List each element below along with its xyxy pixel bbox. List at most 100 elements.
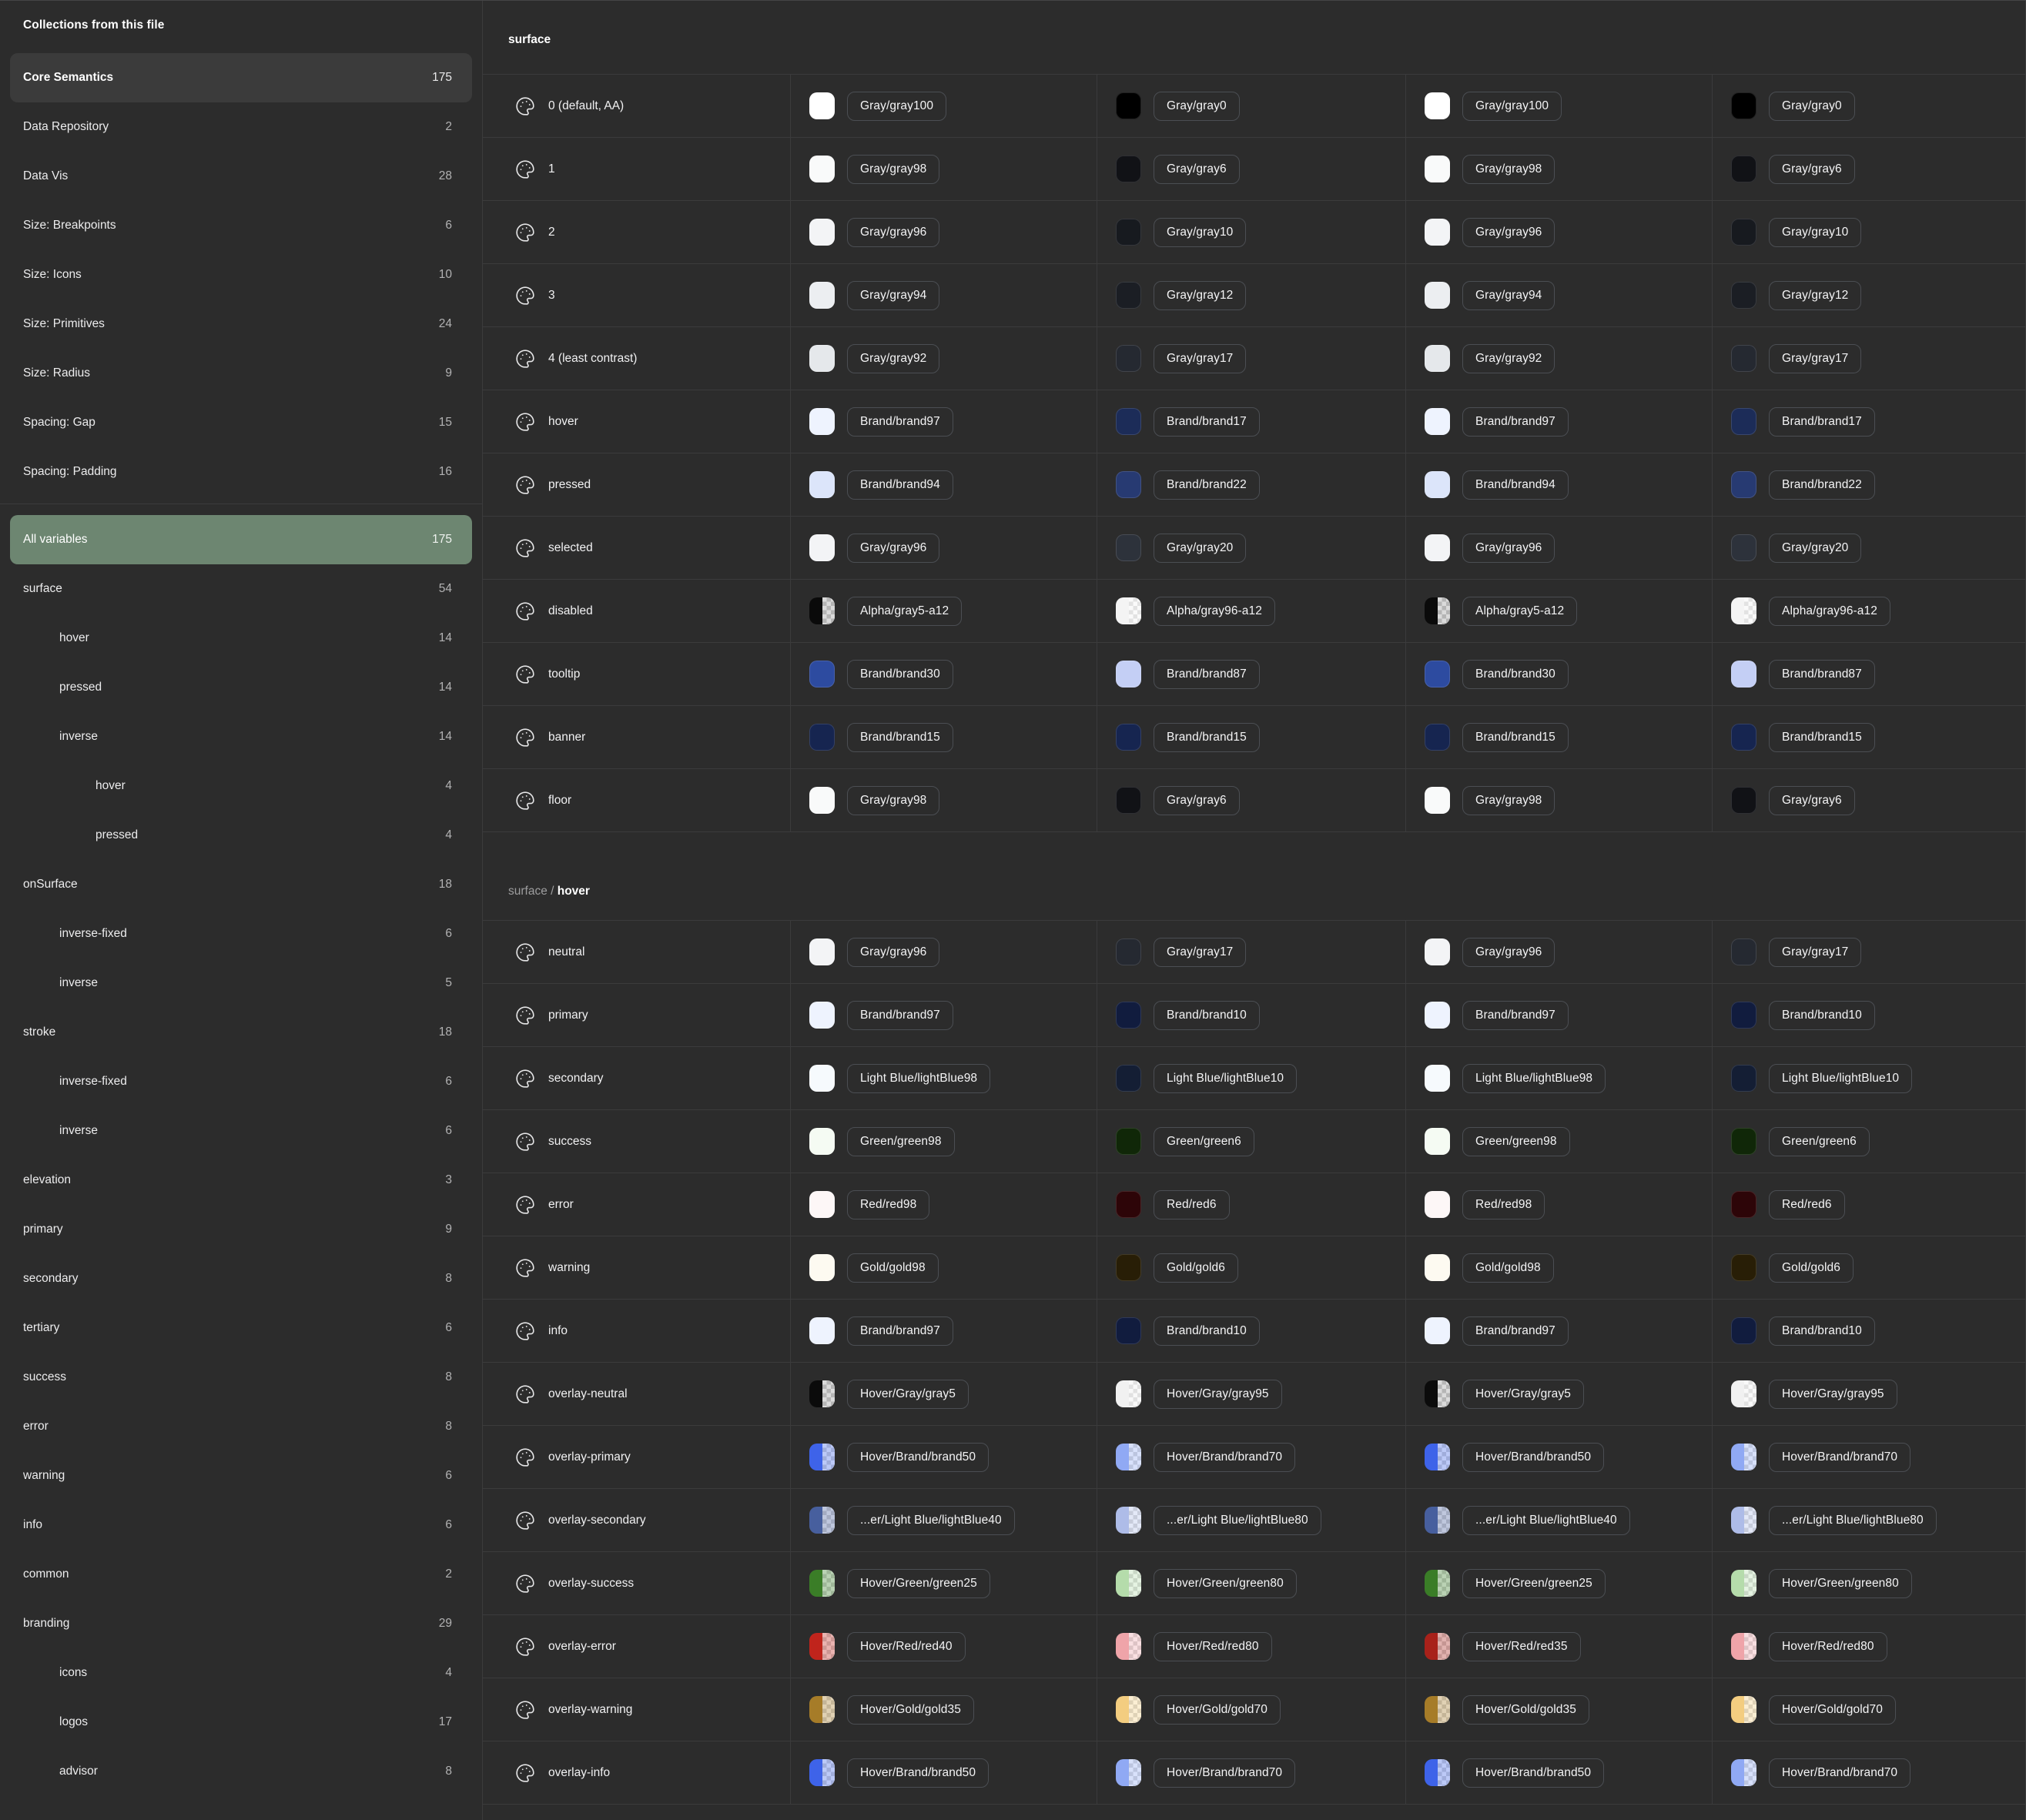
- variable-alias-pill[interactable]: Hover/Brand/brand70: [1769, 1758, 1911, 1788]
- color-swatch[interactable]: [809, 471, 835, 498]
- color-swatch[interactable]: [1731, 1065, 1756, 1092]
- color-swatch[interactable]: [1731, 219, 1756, 246]
- color-swatch[interactable]: [1425, 938, 1450, 965]
- variable-alias-pill[interactable]: Light Blue/lightBlue10: [1769, 1063, 1913, 1093]
- color-swatch[interactable]: [1425, 1380, 1450, 1407]
- collection-item[interactable]: Core Semantics 175: [10, 53, 472, 102]
- color-swatch[interactable]: [1116, 1254, 1141, 1281]
- variable-alias-pill[interactable]: Gray/gray17: [1769, 343, 1862, 373]
- variable-alias-pill[interactable]: Gray/gray17: [1769, 937, 1862, 967]
- color-swatch[interactable]: [1425, 92, 1450, 119]
- variable-alias-pill[interactable]: Gray/gray12: [1769, 280, 1862, 310]
- color-swatch[interactable]: [809, 219, 835, 246]
- variable-alias-pill[interactable]: Green/green98: [847, 1126, 955, 1156]
- variable-alias-pill[interactable]: ...er/Light Blue/lightBlue40: [1462, 1505, 1630, 1535]
- collection-item[interactable]: Size: Breakpoints 6: [10, 201, 472, 250]
- variable-name-cell[interactable]: overlay-neutral: [483, 1363, 790, 1425]
- color-swatch[interactable]: [809, 938, 835, 965]
- variable-alias-pill[interactable]: Gray/gray98: [1462, 154, 1555, 184]
- variable-alias-pill[interactable]: Red/red6: [1154, 1189, 1230, 1219]
- variable-alias-pill[interactable]: Gray/gray10: [1769, 217, 1862, 247]
- variable-alias-pill[interactable]: Alpha/gray5-a12: [1462, 596, 1578, 626]
- color-swatch[interactable]: [1116, 534, 1141, 561]
- color-swatch[interactable]: [809, 1696, 835, 1723]
- variable-alias-pill[interactable]: Gray/gray6: [1769, 154, 1855, 184]
- variable-alias-pill[interactable]: Red/red98: [847, 1189, 930, 1219]
- variable-alias-pill[interactable]: Hover/Gray/gray95: [1769, 1379, 1897, 1409]
- variable-alias-pill[interactable]: Gray/gray6: [1154, 785, 1240, 815]
- variable-alias-pill[interactable]: Gray/gray98: [1462, 785, 1555, 815]
- color-swatch[interactable]: [1731, 1002, 1756, 1029]
- color-swatch[interactable]: [1116, 661, 1141, 688]
- variable-alias-pill[interactable]: Hover/Red/red35: [1462, 1631, 1581, 1661]
- color-swatch[interactable]: [809, 92, 835, 119]
- variable-alias-pill[interactable]: Hover/Red/red80: [1769, 1631, 1887, 1661]
- tree-item[interactable]: inverse-fixed 6: [10, 1057, 472, 1106]
- variable-name-cell[interactable]: secondary: [483, 1047, 790, 1109]
- color-swatch[interactable]: [1731, 282, 1756, 309]
- variable-alias-pill[interactable]: Brand/brand17: [1154, 406, 1260, 437]
- color-swatch[interactable]: [1731, 787, 1756, 814]
- color-swatch[interactable]: [1731, 1254, 1756, 1281]
- tree-item[interactable]: pressed 4: [10, 811, 472, 860]
- variable-name-cell[interactable]: overlay-secondary: [483, 1489, 790, 1551]
- color-swatch[interactable]: [1116, 597, 1141, 624]
- variable-name-cell[interactable]: overlay-primary: [483, 1426, 790, 1488]
- variable-alias-pill[interactable]: Gray/gray96: [847, 937, 940, 967]
- color-swatch[interactable]: [1731, 938, 1756, 965]
- color-swatch[interactable]: [1116, 1507, 1141, 1534]
- color-swatch[interactable]: [809, 1191, 835, 1218]
- color-swatch[interactable]: [1731, 1570, 1756, 1597]
- variable-alias-pill[interactable]: Hover/Brand/brand70: [1154, 1758, 1296, 1788]
- color-swatch[interactable]: [809, 1002, 835, 1029]
- tree-item[interactable]: secondary 8: [10, 1254, 472, 1303]
- variable-name-cell[interactable]: 2: [483, 201, 790, 263]
- variable-alias-pill[interactable]: Light Blue/lightBlue98: [1462, 1063, 1606, 1093]
- color-swatch[interactable]: [1116, 156, 1141, 182]
- variable-alias-pill[interactable]: Gray/gray92: [847, 343, 940, 373]
- variable-alias-pill[interactable]: Green/green98: [1462, 1126, 1570, 1156]
- color-swatch[interactable]: [1116, 1002, 1141, 1029]
- variable-name-cell[interactable]: info: [483, 1300, 790, 1362]
- color-swatch[interactable]: [1116, 1317, 1141, 1344]
- color-swatch[interactable]: [809, 724, 835, 751]
- color-swatch[interactable]: [1425, 597, 1450, 624]
- color-swatch[interactable]: [1731, 1444, 1756, 1470]
- color-swatch[interactable]: [1425, 282, 1450, 309]
- color-swatch[interactable]: [1425, 787, 1450, 814]
- variable-alias-pill[interactable]: Brand/brand10: [1769, 1316, 1875, 1346]
- variable-name-cell[interactable]: warning: [483, 1236, 790, 1299]
- variable-alias-pill[interactable]: Brand/brand97: [847, 406, 953, 437]
- color-swatch[interactable]: [1425, 1128, 1450, 1155]
- variable-alias-pill[interactable]: Brand/brand10: [1154, 1316, 1260, 1346]
- color-swatch[interactable]: [1425, 1759, 1450, 1786]
- tree-item[interactable]: logos 17: [10, 1698, 472, 1747]
- color-swatch[interactable]: [1425, 1191, 1450, 1218]
- variable-alias-pill[interactable]: Hover/Brand/brand50: [847, 1442, 990, 1472]
- variable-alias-pill[interactable]: ...er/Light Blue/lightBlue40: [847, 1505, 1015, 1535]
- tree-item[interactable]: success 8: [10, 1353, 472, 1402]
- variable-name-cell[interactable]: overlay-warning: [483, 1678, 790, 1741]
- variable-alias-pill[interactable]: Gray/gray17: [1154, 937, 1247, 967]
- variable-alias-pill[interactable]: Gray/gray10: [1154, 217, 1247, 247]
- variable-alias-pill[interactable]: Gray/gray100: [1462, 91, 1562, 121]
- variable-alias-pill[interactable]: Hover/Red/red40: [847, 1631, 966, 1661]
- color-swatch[interactable]: [1731, 1380, 1756, 1407]
- color-swatch[interactable]: [1116, 345, 1141, 372]
- variable-alias-pill[interactable]: Brand/brand87: [1769, 659, 1875, 689]
- variable-alias-pill[interactable]: Gray/gray94: [1462, 280, 1555, 310]
- color-swatch[interactable]: [1731, 408, 1756, 435]
- variable-alias-pill[interactable]: Gray/gray96: [847, 217, 940, 247]
- color-swatch[interactable]: [809, 534, 835, 561]
- color-swatch[interactable]: [809, 1317, 835, 1344]
- variable-alias-pill[interactable]: Gray/gray98: [847, 785, 940, 815]
- color-swatch[interactable]: [1116, 1759, 1141, 1786]
- tree-item[interactable]: warning 6: [10, 1451, 472, 1500]
- color-swatch[interactable]: [809, 1128, 835, 1155]
- variable-alias-pill[interactable]: Hover/Green/green80: [1769, 1568, 1912, 1598]
- variable-alias-pill[interactable]: Gray/gray17: [1154, 343, 1247, 373]
- color-swatch[interactable]: [809, 1065, 835, 1092]
- variable-alias-pill[interactable]: Gold/gold6: [1154, 1253, 1238, 1283]
- variable-alias-pill[interactable]: Gray/gray96: [847, 533, 940, 563]
- variable-alias-pill[interactable]: Gray/gray94: [847, 280, 940, 310]
